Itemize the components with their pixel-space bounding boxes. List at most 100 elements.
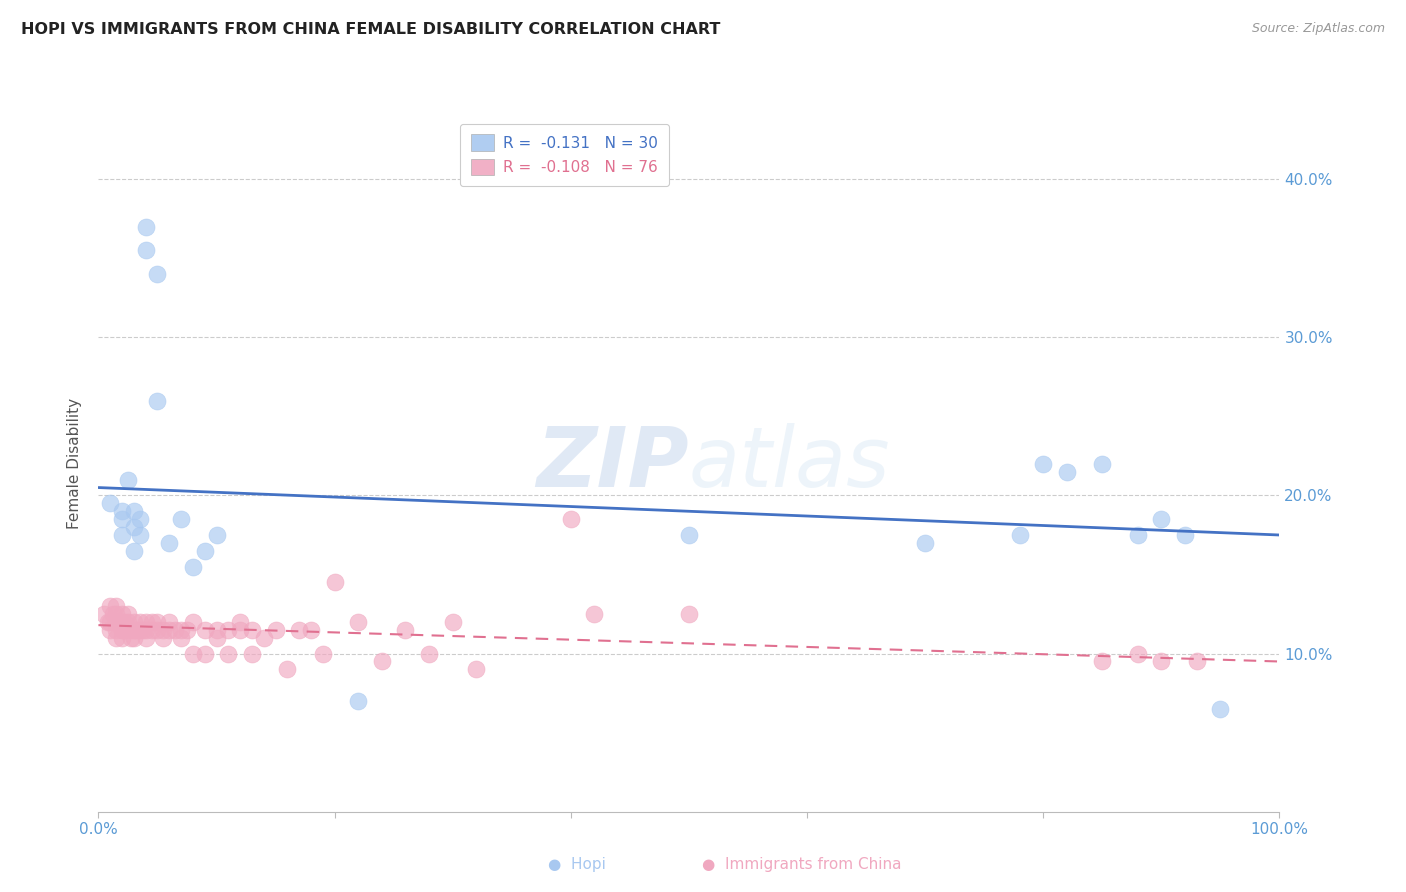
Point	[170, 631, 193, 645]
Point	[111, 512, 134, 526]
Point	[122, 504, 145, 518]
Point	[276, 662, 298, 676]
Point	[135, 244, 157, 258]
Point	[108, 615, 131, 629]
Text: HOPI VS IMMIGRANTS FROM CHINA FEMALE DISABILITY CORRELATION CHART: HOPI VS IMMIGRANTS FROM CHINA FEMALE DIS…	[21, 22, 720, 37]
Point	[194, 543, 217, 558]
Point	[101, 607, 124, 621]
Text: ●  Hopi: ● Hopi	[547, 857, 606, 872]
Point	[1174, 528, 1197, 542]
Point	[122, 623, 145, 637]
Point	[111, 615, 134, 629]
Point	[465, 662, 488, 676]
Point	[135, 615, 157, 629]
Point	[111, 528, 134, 542]
Point	[121, 623, 143, 637]
Point	[229, 623, 252, 637]
Point	[111, 607, 134, 621]
Point	[181, 647, 204, 661]
Point	[128, 615, 150, 629]
Point	[112, 615, 135, 629]
Point	[112, 623, 135, 637]
Point	[165, 623, 187, 637]
Point	[347, 615, 370, 629]
Text: atlas: atlas	[689, 424, 890, 504]
Point	[229, 615, 252, 629]
Point	[111, 623, 134, 637]
Point	[181, 559, 204, 574]
Point	[299, 623, 322, 637]
Point	[146, 615, 169, 629]
Point	[1091, 457, 1114, 471]
Point	[105, 607, 128, 621]
Point	[141, 615, 163, 629]
Point	[194, 623, 217, 637]
Point	[152, 623, 174, 637]
Point	[170, 512, 193, 526]
Point	[105, 631, 128, 645]
Point	[135, 219, 157, 234]
Point	[288, 623, 311, 637]
Point	[1150, 655, 1173, 669]
Point	[128, 623, 150, 637]
Point	[111, 504, 134, 518]
Point	[1126, 528, 1149, 542]
Point	[1209, 702, 1232, 716]
Point	[371, 655, 394, 669]
Point	[441, 615, 464, 629]
Point	[394, 623, 416, 637]
Text: ZIP: ZIP	[536, 424, 689, 504]
Point	[98, 599, 121, 614]
Point	[157, 536, 180, 550]
Point	[217, 623, 239, 637]
Point	[98, 615, 121, 629]
Point	[240, 647, 263, 661]
Point	[181, 615, 204, 629]
Point	[678, 528, 700, 542]
Point	[98, 623, 121, 637]
Text: Source: ZipAtlas.com: Source: ZipAtlas.com	[1251, 22, 1385, 36]
Point	[1056, 465, 1078, 479]
Point	[105, 615, 128, 629]
Point	[121, 631, 143, 645]
Point	[122, 543, 145, 558]
Point	[141, 623, 163, 637]
Point	[117, 607, 139, 621]
Point	[176, 623, 198, 637]
Point	[152, 631, 174, 645]
Point	[122, 615, 145, 629]
Point	[128, 528, 150, 542]
Point	[93, 607, 115, 621]
Point	[146, 393, 169, 408]
Point	[170, 623, 193, 637]
Point	[560, 512, 582, 526]
Point	[146, 623, 169, 637]
Point	[347, 694, 370, 708]
Point	[135, 623, 157, 637]
Point	[914, 536, 936, 550]
Point	[217, 647, 239, 661]
Point	[1185, 655, 1208, 669]
Point	[264, 623, 287, 637]
Point	[205, 528, 228, 542]
Point	[105, 599, 128, 614]
Legend: R =  -0.131   N = 30, R =  -0.108   N = 76: R = -0.131 N = 30, R = -0.108 N = 76	[460, 124, 669, 186]
Point	[117, 615, 139, 629]
Point	[583, 607, 606, 621]
Point	[240, 623, 263, 637]
Point	[122, 631, 145, 645]
Point	[312, 647, 335, 661]
Point	[105, 623, 128, 637]
Text: ●  Immigrants from China: ● Immigrants from China	[702, 857, 901, 872]
Point	[122, 520, 145, 534]
Point	[194, 647, 217, 661]
Point	[117, 473, 139, 487]
Point	[205, 623, 228, 637]
Point	[418, 647, 440, 661]
Point	[253, 631, 276, 645]
Point	[157, 623, 180, 637]
Point	[146, 267, 169, 281]
Point	[135, 631, 157, 645]
Point	[1150, 512, 1173, 526]
Y-axis label: Female Disability: Female Disability	[67, 398, 83, 530]
